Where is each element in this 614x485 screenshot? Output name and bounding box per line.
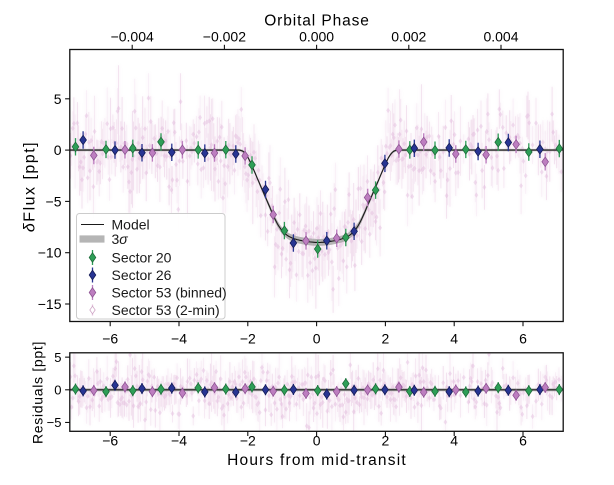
- svg-text:−6: −6: [102, 331, 118, 347]
- svg-text:4: 4: [450, 433, 458, 449]
- svg-text:Residuals [ppt]: Residuals [ppt]: [30, 341, 46, 444]
- svg-text:Model: Model: [112, 216, 150, 232]
- svg-text:0: 0: [313, 433, 321, 449]
- svg-text:5: 5: [54, 350, 61, 365]
- svg-text:−0.002: −0.002: [203, 29, 246, 45]
- svg-text:0: 0: [54, 383, 61, 398]
- svg-text:Orbital Phase: Orbital Phase: [264, 13, 370, 30]
- svg-text:Sector 20: Sector 20: [112, 249, 172, 265]
- svg-text:0: 0: [313, 331, 321, 347]
- svg-text:6: 6: [519, 331, 527, 347]
- svg-text:−5: −5: [47, 415, 62, 430]
- svg-text:0.000: 0.000: [299, 29, 334, 45]
- svg-text:3σ: 3σ: [112, 231, 129, 247]
- svg-text:0: 0: [54, 142, 62, 158]
- svg-text:5: 5: [54, 91, 62, 107]
- svg-text:−10: −10: [38, 245, 62, 261]
- svg-text:−15: −15: [38, 296, 62, 312]
- svg-text:Sector 26: Sector 26: [112, 267, 172, 283]
- svg-text:−5: −5: [46, 193, 62, 209]
- svg-text:0.002: 0.002: [391, 29, 426, 45]
- svg-text:Sector 53 (binned): Sector 53 (binned): [112, 284, 227, 300]
- svg-text:6: 6: [519, 433, 527, 449]
- svg-text:Hours from mid-transit: Hours from mid-transit: [227, 452, 407, 469]
- svg-text:2: 2: [382, 331, 390, 347]
- svg-text:−2: −2: [240, 331, 256, 347]
- svg-text:−4: −4: [171, 433, 187, 449]
- svg-text:Sector 53 (2-min): Sector 53 (2-min): [112, 302, 220, 318]
- svg-text:δFlux [ppt]: δFlux [ppt]: [22, 141, 39, 232]
- svg-text:2: 2: [382, 433, 390, 449]
- svg-text:−4: −4: [171, 331, 187, 347]
- svg-text:−0.004: −0.004: [111, 29, 154, 45]
- svg-text:−2: −2: [240, 433, 256, 449]
- svg-text:0.004: 0.004: [483, 29, 518, 45]
- svg-text:4: 4: [450, 331, 458, 347]
- svg-text:−6: −6: [102, 433, 118, 449]
